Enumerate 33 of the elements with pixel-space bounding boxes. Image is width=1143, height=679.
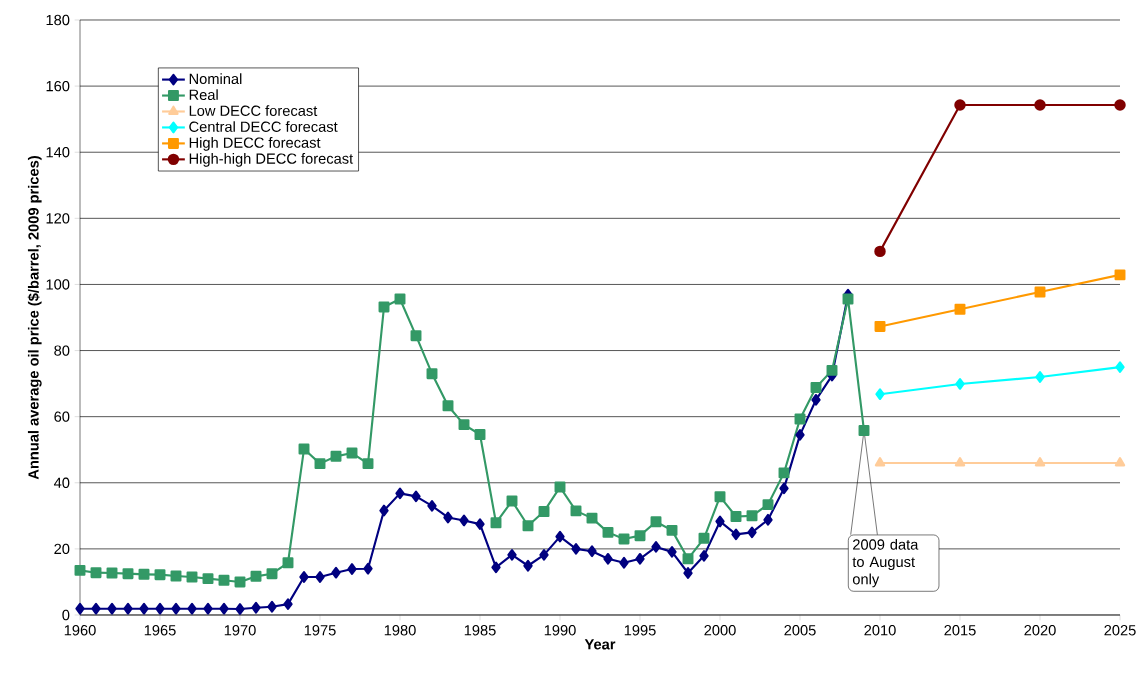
x-tick-label: 1965 — [144, 625, 176, 636]
x-tick-label: 1995 — [624, 625, 656, 636]
y-tick-label: 140 — [46, 147, 70, 158]
annotation: 2009 data to August only — [852, 538, 919, 588]
x-tick-label: 2020 — [1024, 625, 1056, 636]
y-tick-label: 120 — [46, 213, 70, 224]
y-tick-label: 180 — [46, 14, 70, 26]
legend-label: Central DECC forecast — [189, 121, 338, 132]
x-tick-label: 1970 — [224, 625, 256, 636]
x-tick-label: 2015 — [944, 625, 976, 636]
y-tick-label: 60 — [54, 411, 70, 422]
legend-label: Low DECC forecast — [189, 105, 318, 116]
x-tick-label: 1985 — [464, 625, 496, 636]
y-tick-label: 80 — [54, 345, 70, 356]
legend-label: High DECC forecast — [189, 137, 321, 151]
x-tick-label: 2025 — [1104, 625, 1136, 636]
legend-label: Nominal — [189, 73, 242, 85]
y-tick-label: 40 — [53, 477, 70, 488]
y-axis-title: Annual average oil price ($/barrel, 2009 prices) — [27, 156, 42, 480]
x-tick-label: 1990 — [544, 625, 576, 636]
y-tick-label: 0 — [62, 609, 70, 621]
x-tick-label: 2000 — [704, 625, 736, 636]
y-tick-label: 100 — [46, 279, 70, 290]
x-tick-label: 1975 — [304, 625, 336, 636]
x-tick-label: 2010 — [864, 625, 896, 636]
y-tick-label: 160 — [46, 80, 70, 92]
legend-label: Real — [189, 89, 218, 100]
x-tick-label: 1960 — [64, 625, 96, 636]
x-tick-label: 2005 — [784, 625, 816, 636]
x-axis-title: Year — [584, 639, 616, 650]
y-tick-label: 20 — [54, 543, 70, 555]
legend-label: High-high DECC forecast — [189, 153, 354, 167]
x-tick-label: 1980 — [384, 625, 416, 636]
